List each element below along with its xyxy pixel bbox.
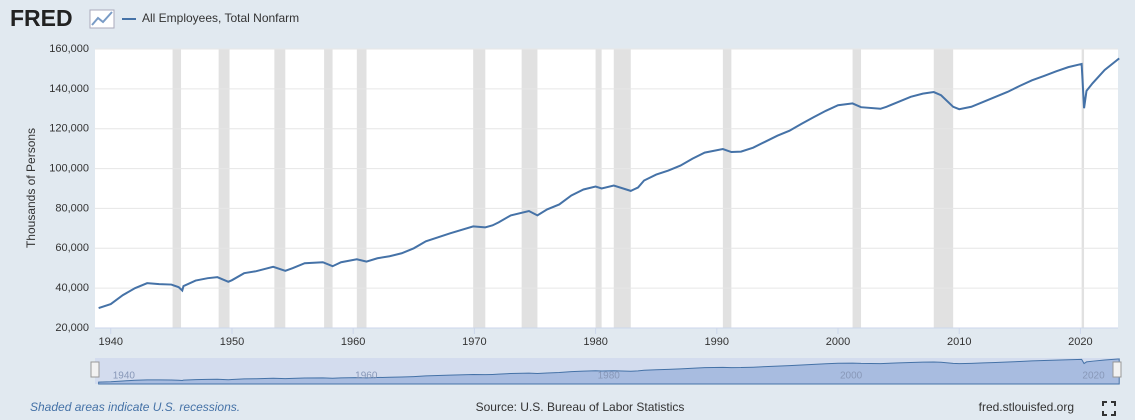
y-tick-label: 160,000 [49, 43, 89, 55]
recession-band [852, 49, 862, 328]
recession-band [274, 49, 286, 328]
series-line [98, 57, 1120, 310]
y-tick-label: 60,000 [55, 242, 89, 254]
recession-band [324, 49, 333, 328]
x-tick-label: 2020 [1068, 336, 1092, 348]
recession-band [722, 49, 732, 328]
y-axis-label: Thousands of Persons [24, 128, 38, 248]
logo-line [91, 11, 113, 26]
recession-band [933, 49, 954, 328]
legend-label: All Employees, Total Nonfarm [142, 11, 299, 25]
x-tick-label: 2000 [826, 336, 850, 348]
x-tick-label: 1980 [583, 336, 607, 348]
recession-note: Shaded areas indicate U.S. recessions. [30, 400, 240, 414]
navigator-tick-label: 1940 [113, 371, 136, 382]
navigator-handle[interactable] [90, 361, 100, 378]
logo-icon [89, 9, 115, 29]
y-tick-label: 20,000 [55, 322, 89, 334]
recession-band [218, 49, 230, 328]
recession-band [172, 49, 182, 328]
navigator-tick-label: 2020 [1082, 371, 1105, 382]
fullscreen-glyph [1102, 401, 1116, 416]
recession-band [521, 49, 538, 328]
plot-area [95, 49, 1118, 328]
navigator-handle[interactable] [1112, 361, 1122, 378]
y-tick-label: 140,000 [49, 83, 89, 95]
logo-box [89, 9, 115, 29]
brand-logo: FRED [10, 5, 73, 31]
navigator-tick-label: 2000 [840, 371, 863, 382]
navigator-tick-label: 1960 [355, 371, 378, 382]
site-link[interactable]: fred.stlouisfed.org [979, 400, 1074, 414]
fullscreen-icon[interactable] [1102, 401, 1116, 416]
x-tick-label: 1940 [99, 336, 123, 348]
x-tick-label: 2010 [947, 336, 971, 348]
navigator-area [98, 358, 1120, 385]
recession-band [356, 49, 367, 328]
recession-band [473, 49, 486, 328]
y-tick-label: 120,000 [49, 123, 89, 135]
x-tick-label: 1970 [462, 336, 486, 348]
x-tick-label: 1960 [341, 336, 365, 348]
recession-band [1081, 49, 1085, 328]
y-tick-label: 100,000 [49, 162, 89, 174]
x-tick-label: 1990 [705, 336, 729, 348]
y-tick-label: 80,000 [55, 202, 89, 214]
x-tick-label: 1950 [220, 336, 244, 348]
source: Source: U.S. Bureau of Labor Statistics [476, 400, 685, 414]
y-tick-label: 40,000 [55, 282, 89, 294]
navigator-tick-label: 1980 [598, 371, 621, 382]
